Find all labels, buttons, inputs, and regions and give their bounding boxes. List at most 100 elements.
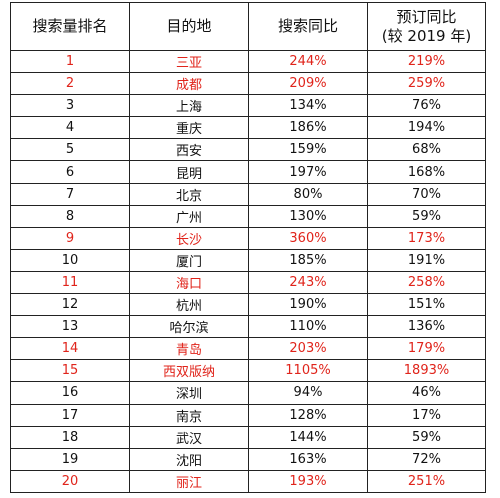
rank-cell: 13 — [10, 315, 130, 339]
search-yoy-cell: 203% — [248, 337, 368, 361]
table-body: 1 三亚 244% 219% 2 成都 209% 259% 3 上海 134% 76% 4 重庆 186% 1… — [10, 49, 486, 493]
header-booking-yoy-line1: 预订同比 — [396, 7, 457, 26]
header-booking-yoy: 预订同比 (较 2019 年) — [367, 2, 486, 51]
rank-cell: 16 — [10, 381, 130, 405]
destination-cell: 成都 — [129, 72, 249, 96]
booking-yoy-cell: 76% — [367, 94, 486, 118]
rank-cell: 12 — [10, 293, 130, 317]
destination-cell: 海口 — [129, 270, 249, 295]
rank-cell: 9 — [10, 226, 130, 250]
search-yoy-cell: 193% — [248, 469, 368, 493]
search-yoy-cell: 94% — [248, 381, 368, 405]
table-row: 5 西安 159% 68% — [10, 138, 486, 162]
search-yoy-cell: 209% — [248, 72, 368, 96]
rank-cell: 19 — [10, 447, 130, 471]
search-yoy-cell: 128% — [248, 403, 368, 427]
booking-yoy-cell: 173% — [367, 226, 486, 250]
booking-yoy-cell: 168% — [367, 160, 486, 184]
destination-cell: 厦门 — [129, 248, 249, 272]
booking-yoy-cell: 136% — [367, 315, 486, 339]
destination-cell: 哈尔滨 — [129, 315, 249, 339]
destination-cell: 上海 — [129, 94, 249, 118]
search-yoy-cell: 186% — [248, 116, 368, 140]
rank-cell: 8 — [10, 204, 130, 228]
rank-cell: 3 — [10, 94, 130, 118]
table-row: 8 广州 130% 59% — [10, 204, 486, 228]
search-yoy-cell: 130% — [248, 204, 368, 228]
destination-cell: 广州 — [129, 204, 249, 228]
destination-cell: 青岛 — [129, 337, 249, 361]
header-booking-yoy-line2: (较 2019 年) — [381, 26, 472, 45]
booking-yoy-cell: 70% — [367, 182, 486, 206]
table-row: 18 武汉 144% 59% — [10, 425, 486, 449]
booking-yoy-cell: 17% — [367, 403, 486, 427]
table-row: 19 沈阳 163% 72% — [10, 447, 486, 471]
booking-yoy-cell: 59% — [367, 425, 486, 449]
rank-cell: 1 — [10, 49, 130, 74]
rank-cell: 5 — [10, 138, 130, 162]
booking-yoy-cell: 259% — [367, 72, 486, 96]
table-header-row: 搜索量排名 目的地 搜索同比 预订同比 (较 2019 年) — [10, 2, 486, 51]
search-yoy-cell: 134% — [248, 94, 368, 118]
destination-cell: 西安 — [129, 138, 249, 162]
search-yoy-cell: 163% — [248, 447, 368, 471]
rank-cell: 20 — [10, 469, 130, 493]
table-row: 2 成都 209% 259% — [10, 72, 486, 96]
table-row: 7 北京 80% 70% — [10, 182, 486, 206]
table-row: 13 哈尔滨 110% 136% — [10, 315, 486, 339]
booking-yoy-cell: 68% — [367, 138, 486, 162]
search-yoy-cell: 185% — [248, 248, 368, 272]
table-row: 6 昆明 197% 168% — [10, 160, 486, 184]
rank-cell: 14 — [10, 337, 130, 361]
destination-cell: 杭州 — [129, 293, 249, 317]
rank-cell: 7 — [10, 182, 130, 206]
search-yoy-cell: 110% — [248, 315, 368, 339]
rank-cell: 17 — [10, 403, 130, 427]
destination-cell: 重庆 — [129, 116, 249, 140]
search-yoy-cell: 243% — [248, 270, 368, 295]
rank-cell: 15 — [10, 359, 130, 383]
booking-yoy-cell: 1893% — [367, 359, 486, 383]
search-yoy-cell: 190% — [248, 293, 368, 317]
destination-cell: 深圳 — [129, 381, 249, 405]
booking-yoy-cell: 59% — [367, 204, 486, 228]
rank-cell: 6 — [10, 160, 130, 184]
table-row: 1 三亚 244% 219% — [10, 49, 486, 74]
destination-cell: 武汉 — [129, 425, 249, 449]
booking-yoy-cell: 179% — [367, 337, 486, 361]
header-rank: 搜索量排名 — [10, 2, 130, 51]
table-row: 9 长沙 360% 173% — [10, 226, 486, 250]
booking-yoy-cell: 72% — [367, 447, 486, 471]
destination-cell: 西双版纳 — [129, 359, 249, 383]
header-search-yoy: 搜索同比 — [248, 2, 368, 51]
rank-cell: 2 — [10, 72, 130, 96]
table-row: 15 西双版纳 1105% 1893% — [10, 359, 486, 383]
search-yoy-cell: 197% — [248, 160, 368, 184]
search-yoy-cell: 244% — [248, 49, 368, 74]
booking-yoy-cell: 219% — [367, 49, 486, 74]
booking-yoy-cell: 251% — [367, 469, 486, 493]
search-yoy-cell: 159% — [248, 138, 368, 162]
rank-cell: 11 — [10, 270, 130, 295]
table-row: 20 丽江 193% 251% — [10, 469, 486, 493]
destination-cell: 南京 — [129, 403, 249, 427]
search-yoy-cell: 1105% — [248, 359, 368, 383]
search-yoy-cell: 80% — [248, 182, 368, 206]
table-row: 11 海口 243% 258% — [10, 270, 486, 295]
rank-cell: 10 — [10, 248, 130, 272]
destination-cell: 丽江 — [129, 469, 249, 493]
destination-cell: 三亚 — [129, 49, 249, 74]
search-yoy-cell: 360% — [248, 226, 368, 250]
booking-yoy-cell: 46% — [367, 381, 486, 405]
table-row: 3 上海 134% 76% — [10, 94, 486, 118]
header-destination: 目的地 — [129, 2, 249, 51]
destination-cell: 北京 — [129, 182, 249, 206]
booking-yoy-cell: 258% — [367, 270, 486, 295]
rank-cell: 4 — [10, 116, 130, 140]
booking-yoy-cell: 151% — [367, 293, 486, 317]
destination-cell: 昆明 — [129, 160, 249, 184]
destination-ranking-table: 搜索量排名 目的地 搜索同比 预订同比 (较 2019 年) 1 三亚 244% 21… — [10, 2, 486, 493]
booking-yoy-cell: 194% — [367, 116, 486, 140]
rank-cell: 18 — [10, 425, 130, 449]
search-yoy-cell: 144% — [248, 425, 368, 449]
